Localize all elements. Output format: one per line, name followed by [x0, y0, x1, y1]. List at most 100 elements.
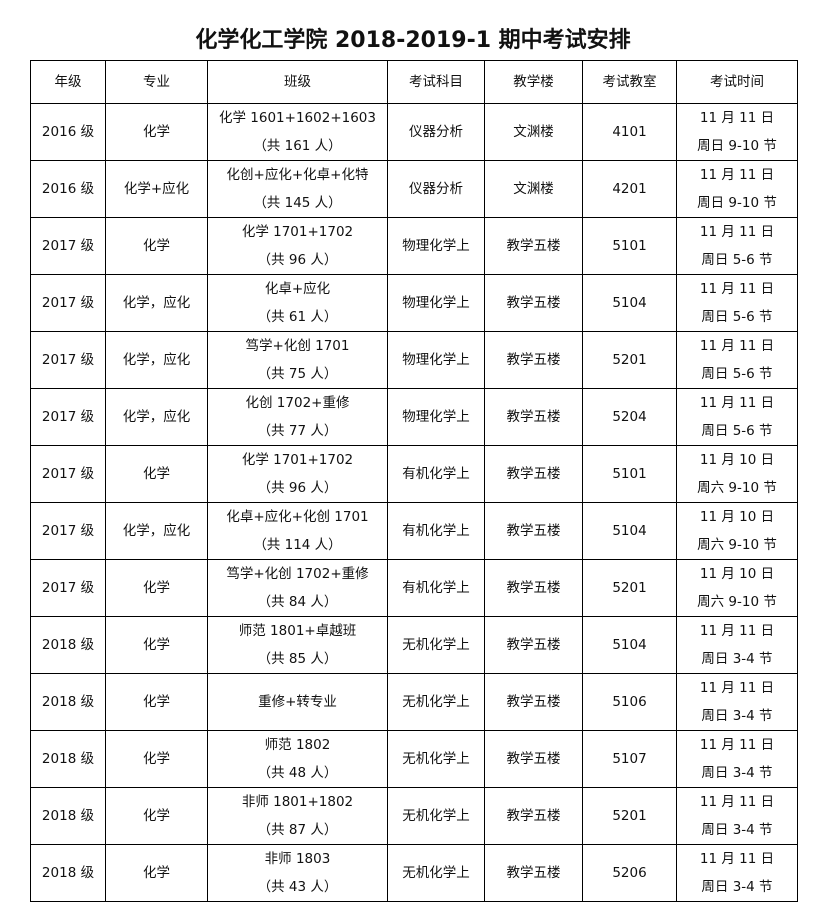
- building-text: 文渊楼: [513, 124, 554, 140]
- cell-building: 教学五楼: [484, 445, 583, 503]
- cell-major: 化学: [105, 103, 208, 161]
- cell-subject: 无机化学上: [387, 787, 485, 845]
- cell-building: 教学五楼: [484, 787, 583, 845]
- major-text: 化学，应化: [122, 409, 191, 425]
- class-text: （共 48 人）: [257, 765, 338, 781]
- room-text: 5204: [612, 409, 647, 425]
- cell-grade: 2016 级: [30, 160, 106, 218]
- cell-class: 化创+应化+化卓+化特 （共 145 人）: [207, 160, 388, 218]
- table-row: 2018 级 化学 重修+转专业 无机化学上 教学五楼 5106 11 月 11 日周日 3…: [30, 673, 798, 731]
- header-class: 班级: [207, 60, 388, 104]
- cell-building: 教学五楼: [484, 673, 583, 731]
- cell-room: 5206: [582, 844, 677, 902]
- table-row: 2017 级 化学 化学 1701+1702 （共 96 人） 物理化学上 教学五楼 510…: [30, 217, 798, 275]
- subject-text: 有机化学上: [402, 523, 470, 539]
- time-text: 11 月 11 日: [699, 851, 775, 867]
- cell-subject: 无机化学上: [387, 616, 485, 674]
- cell-room: 5104: [582, 502, 677, 560]
- time-text: 周日 3-4 节: [701, 708, 773, 724]
- grade-text: 2017 级: [41, 352, 95, 368]
- building-text: 教学五楼: [506, 466, 561, 482]
- cell-subject: 有机化学上: [387, 559, 485, 617]
- class-text: （共 75 人）: [257, 366, 338, 382]
- grade-text: 2018 级: [41, 751, 95, 767]
- table-row: 2016 级 化学 化学 1601+1602+1603 （共 161 人） 仪器分析 文渊…: [30, 103, 798, 161]
- cell-major: 化学，应化: [105, 502, 208, 560]
- grade-text: 2017 级: [41, 466, 95, 482]
- cell-time: 11 月 10 日周六 9-10 节: [676, 559, 798, 617]
- time-text: 周日 5-6 节: [701, 366, 773, 382]
- cell-grade: 2017 级: [30, 559, 106, 617]
- grade-text: 2017 级: [41, 580, 95, 596]
- exam-schedule-table: 年级 专业 班级 考试科目 教学楼 考试教室 考试时间 2016 级化学 化学 1601+16…: [30, 60, 798, 902]
- building-text: 教学五楼: [506, 751, 561, 767]
- cell-building: 教学五楼: [484, 616, 583, 674]
- header-time: 考试时间: [676, 60, 798, 104]
- class-text: （共 145 人）: [253, 195, 342, 211]
- time-text: 周日 3-4 节: [701, 765, 773, 781]
- cell-class: 笃学+化创 1701 （共 75 人）: [207, 331, 388, 389]
- class-text: 化创+应化+化卓+化特: [226, 167, 369, 183]
- cell-time: 11 月 11 日周日 3-4 节: [676, 844, 798, 902]
- cell-major: 化学: [105, 445, 208, 503]
- cell-grade: 2017 级: [30, 502, 106, 560]
- class-text: （共 77 人）: [257, 423, 338, 439]
- table-row: 2017 级 化学，应化 化卓+应化+化创 1701 （共 114 人） 有机化学上 教学…: [30, 502, 798, 560]
- class-text: 师范 1802: [264, 737, 331, 753]
- class-text: 化卓+应化+化创 1701: [226, 509, 369, 525]
- building-text: 教学五楼: [506, 523, 561, 539]
- building-text: 教学五楼: [506, 694, 561, 710]
- room-text: 5104: [612, 637, 647, 653]
- cell-grade: 2017 级: [30, 217, 106, 275]
- cell-time: 11 月 11 日周日 5-6 节: [676, 331, 798, 389]
- major-text: 化学: [143, 694, 170, 710]
- header-room: 考试教室: [582, 60, 677, 104]
- room-text: 5206: [612, 865, 647, 881]
- building-text: 文渊楼: [513, 181, 554, 197]
- cell-grade: 2018 级: [30, 787, 106, 845]
- class-text: （共 84 人）: [257, 594, 338, 610]
- time-text: 周日 9-10 节: [697, 138, 777, 154]
- cell-major: 化学: [105, 217, 208, 275]
- cell-class: 化卓+应化+化创 1701 （共 114 人）: [207, 502, 388, 560]
- building-text: 教学五楼: [506, 352, 561, 368]
- cell-room: 4101: [582, 103, 677, 161]
- grade-text: 2016 级: [41, 124, 95, 140]
- class-text: 笃学+化创 1701: [245, 338, 350, 354]
- class-text: （共 61 人）: [257, 309, 338, 325]
- class-text: 化学 1701+1702: [241, 224, 354, 240]
- cell-building: 文渊楼: [484, 103, 583, 161]
- table-row: 2018 级 化学 师范 1801+卓越班 （共 85 人） 无机化学上 教学五楼 5104…: [30, 616, 798, 674]
- building-text: 教学五楼: [506, 865, 561, 881]
- major-text: 化学，应化: [122, 295, 191, 311]
- cell-grade: 2018 级: [30, 730, 106, 788]
- cell-time: 11 月 10 日周六 9-10 节: [676, 445, 798, 503]
- class-text: （共 87 人）: [257, 822, 338, 838]
- class-text: 师范 1801+卓越班: [238, 623, 357, 639]
- cell-grade: 2018 级: [30, 616, 106, 674]
- building-text: 教学五楼: [506, 409, 561, 425]
- time-text: 11 月 11 日: [699, 737, 775, 753]
- cell-class: 化学 1601+1602+1603 （共 161 人）: [207, 103, 388, 161]
- time-text: 周六 9-10 节: [697, 480, 777, 496]
- subject-text: 无机化学上: [402, 808, 470, 824]
- grade-text: 2017 级: [41, 238, 95, 254]
- cell-grade: 2017 级: [30, 388, 106, 446]
- room-text: 5104: [612, 295, 647, 311]
- room-text: 5106: [612, 694, 647, 710]
- building-text: 教学五楼: [506, 808, 561, 824]
- cell-grade: 2018 级: [30, 844, 106, 902]
- subject-text: 无机化学上: [402, 637, 470, 653]
- time-text: 11 月 11 日: [699, 395, 775, 411]
- table-row: 2018 级 化学 非师 1801+1802 （共 87 人） 无机化学上 教学五楼 520…: [30, 787, 798, 845]
- cell-grade: 2017 级: [30, 274, 106, 332]
- class-text: 非师 1801+1802: [241, 794, 354, 810]
- subject-text: 物理化学上: [402, 409, 470, 425]
- cell-time: 11 月 11 日周日 5-6 节: [676, 388, 798, 446]
- time-text: 11 月 10 日: [699, 452, 775, 468]
- cell-major: 化学: [105, 787, 208, 845]
- time-text: 周六 9-10 节: [697, 594, 777, 610]
- room-text: 4201: [612, 181, 647, 197]
- major-text: 化学，应化: [122, 352, 191, 368]
- grade-text: 2018 级: [41, 694, 95, 710]
